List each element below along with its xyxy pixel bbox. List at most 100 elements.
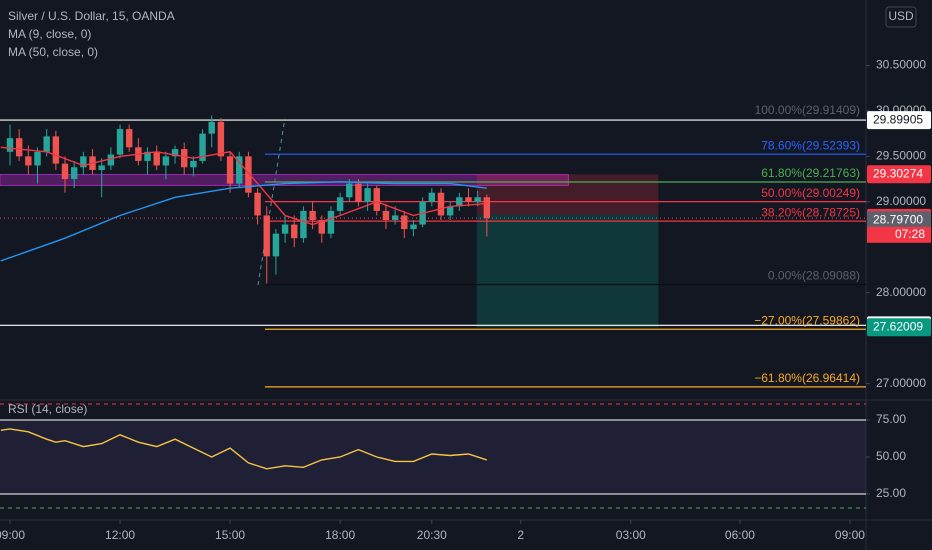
candle-body: [456, 197, 463, 207]
candle-body: [6, 138, 14, 152]
candle-body: [291, 224, 298, 239]
fib-label: 0.00%(28.09088): [768, 269, 860, 283]
rsi-tick-label: 50.00: [876, 449, 906, 463]
countdown-bg: [867, 226, 931, 243]
candle-body: [355, 183, 362, 202]
y-tick-label: 30.50000: [876, 58, 926, 72]
candle-body: [373, 188, 380, 211]
y-tick-label: 29.00000: [876, 194, 926, 208]
fib-label: 78.60%(29.52393): [761, 138, 860, 152]
chart-title: Silver / U.S. Dollar, 15, OANDA: [8, 9, 175, 23]
legend-item: MA (50, close, 0): [8, 45, 98, 59]
x-tick-label: 20:30: [417, 528, 447, 542]
candle-body: [483, 197, 491, 219]
x-tick-label: 18:00: [325, 528, 355, 542]
price-label-bg: [867, 165, 931, 184]
x-tick-label: 12:00: [105, 528, 135, 542]
candle-body: [171, 149, 179, 157]
target-zone: [476, 214, 659, 328]
candle-body: [446, 206, 454, 216]
candle-body: [263, 215, 270, 257]
candle-body: [25, 156, 32, 166]
candle-body: [336, 197, 344, 211]
fib-label: 100.00%(29.91409): [755, 103, 860, 117]
x-tick-label: 06:00: [725, 528, 755, 542]
price-label: 27.62009: [873, 319, 923, 333]
fib-label: 50.00%(29.00249): [761, 186, 860, 200]
price-label: 29.89905: [873, 112, 923, 126]
stop-zone: [476, 174, 659, 215]
candle-body: [236, 156, 243, 184]
zone: [0, 174, 569, 186]
price-label-bg: [867, 318, 931, 337]
candle-body: [346, 183, 353, 198]
y-tick-label: 27.00000: [876, 376, 926, 390]
price-label-bg: [867, 111, 931, 130]
candle-body: [153, 151, 160, 166]
candle-body: [125, 129, 133, 148]
candle-body: [401, 215, 408, 230]
candle-body: [80, 156, 87, 168]
price-label-bg: [867, 211, 931, 230]
candle-body: [465, 197, 472, 202]
x-tick-label: 2: [517, 528, 524, 542]
candle-body: [300, 210, 307, 239]
fib-label: 61.80%(29.21763): [761, 166, 860, 180]
fib-label: 38.20%(28.78725): [761, 205, 860, 219]
x-tick-label: 09:00: [835, 528, 865, 542]
candle-body: [226, 156, 234, 184]
candle-body: [208, 121, 215, 134]
candle-body: [254, 192, 261, 216]
rsi-title: RSI (14, close): [8, 402, 87, 416]
x-tick-label: 09:00: [0, 528, 25, 542]
candle-body: [318, 220, 325, 234]
candle-body: [61, 163, 69, 180]
ma-line: [0, 181, 487, 262]
currency-badge[interactable]: [885, 6, 917, 28]
candle-body: [199, 133, 206, 161]
candle-body: [190, 160, 197, 168]
fib-label: −27.00%(27.59862): [754, 313, 860, 327]
candle-body: [162, 156, 170, 166]
rsi-band: [0, 419, 866, 494]
rsi-tick-label: 25.00: [876, 486, 906, 500]
ma-line: [0, 146, 487, 226]
x-tick-label: 15:00: [215, 528, 245, 542]
candle-body: [474, 197, 481, 202]
candle-body: [98, 165, 105, 170]
candle-body: [34, 151, 41, 166]
candle-body: [70, 167, 78, 180]
candle-body: [52, 136, 60, 164]
rsi-tick-label: 75.00: [876, 412, 906, 426]
candle-body: [245, 156, 252, 193]
candle-body: [144, 151, 151, 161]
candle-body: [272, 233, 280, 257]
price-label: 28.79700: [873, 212, 923, 226]
currency-label[interactable]: USD: [888, 9, 914, 23]
candle-body: [107, 154, 115, 166]
candle-body: [382, 210, 390, 220]
candle-body: [410, 224, 417, 230]
candle-body: [15, 138, 23, 157]
chart-layer: 100.00%(29.91409) 78.60%(29.52393) 61.80%(…: [0, 58, 931, 542]
price-label: 29.30274: [873, 166, 923, 180]
countdown: 07:28: [895, 227, 925, 241]
candle-body: [281, 224, 289, 234]
candle-body: [309, 210, 316, 220]
legend-item: MA (9, close, 0): [8, 27, 91, 41]
candle-body: [181, 149, 188, 168]
candle-body: [437, 192, 445, 216]
candle-body: [116, 129, 124, 155]
rsi-line: [0, 428, 488, 470]
candle-body: [327, 210, 335, 234]
candle-body: [217, 121, 225, 157]
candle-body: [391, 215, 399, 220]
candle-body: [364, 188, 371, 202]
candle-body: [428, 192, 436, 202]
y-tick-label: 29.50000: [876, 149, 926, 163]
candle-body: [43, 136, 50, 152]
x-tick-label: 03:00: [616, 528, 646, 542]
